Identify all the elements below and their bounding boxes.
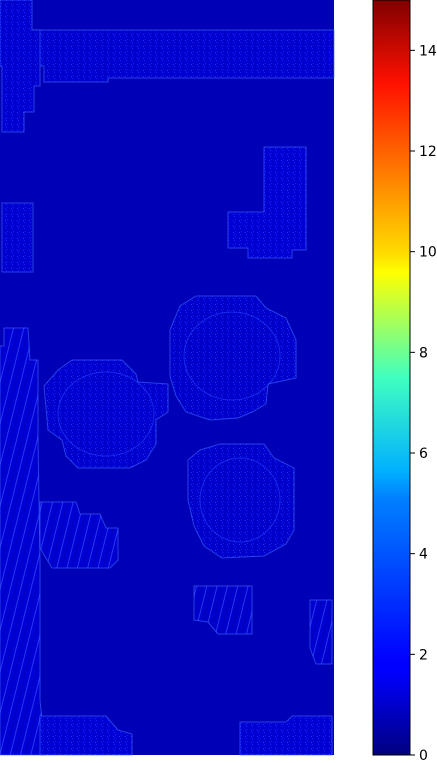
region-bottom-right-block bbox=[239, 715, 333, 756]
region-small-block bbox=[193, 585, 253, 635]
region-left-middle-block bbox=[1, 202, 34, 273]
colorbar-tick-label: 12 bbox=[419, 144, 437, 160]
region-left-strip bbox=[0, 327, 45, 756]
colorbar-tick-label: 2 bbox=[419, 647, 428, 663]
region-right-upper-block bbox=[227, 146, 307, 259]
colorbar-ticks: 0 2 4 6 8 10 12 14 bbox=[410, 43, 437, 763]
region-lower-ring bbox=[187, 443, 295, 559]
region-top-left-column bbox=[0, 0, 41, 133]
region-top-band bbox=[0, 29, 335, 83]
heatmap-plot-area bbox=[0, 0, 335, 756]
region-fan-block bbox=[39, 501, 119, 569]
ring-outline-upper-ring bbox=[183, 311, 281, 401]
region-left-ring bbox=[43, 359, 169, 469]
colorbar-tick-label: 6 bbox=[419, 446, 428, 462]
colorbar-tick-label: 14 bbox=[419, 43, 437, 59]
region-bottom-left-block bbox=[39, 715, 133, 756]
region-right-small-block bbox=[309, 599, 333, 665]
colorbar-tick-label: 0 bbox=[419, 748, 428, 763]
colorbar-tick-label: 10 bbox=[419, 245, 437, 261]
colorbar: 0 2 4 6 8 10 12 14 bbox=[372, 0, 437, 763]
ring-outline-left-ring bbox=[57, 371, 155, 457]
colorbar-gradient bbox=[372, 0, 411, 756]
colorbar-tick-label: 8 bbox=[419, 345, 428, 361]
ring-outline-lower-ring bbox=[199, 457, 281, 543]
colorbar-tick-label: 4 bbox=[419, 547, 428, 563]
